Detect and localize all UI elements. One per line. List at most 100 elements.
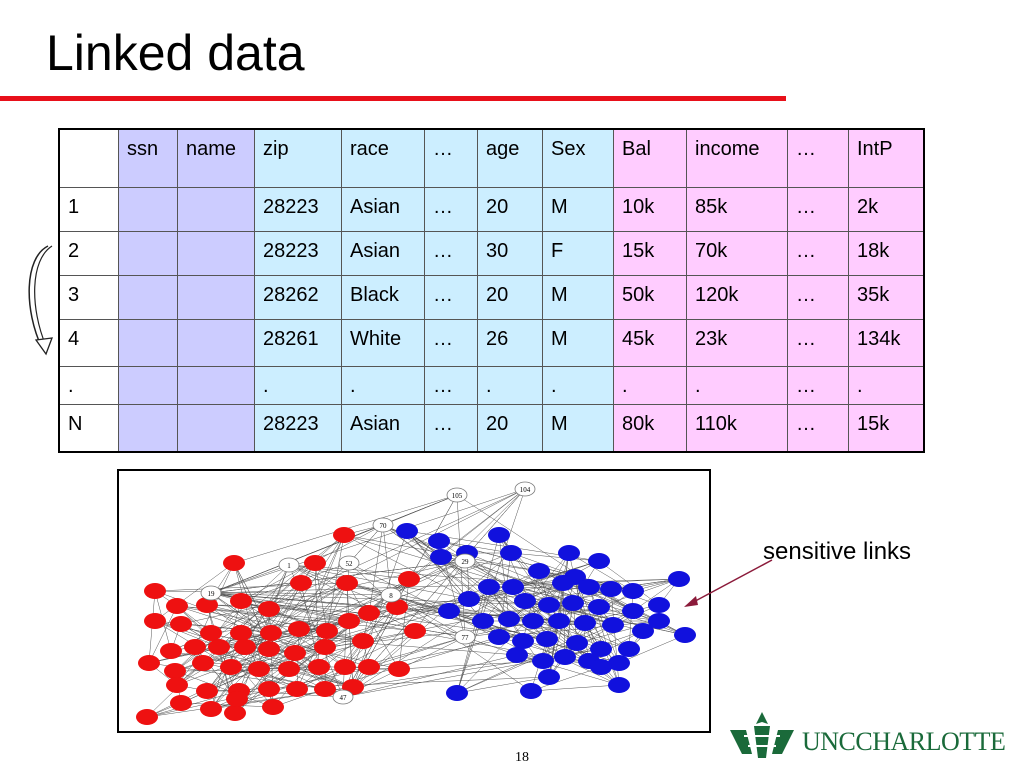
red-graph-node [220, 659, 242, 675]
table-cell: 23k [686, 319, 788, 367]
graph-edge [348, 524, 384, 564]
red-graph-node [144, 613, 166, 629]
white-graph-node [372, 517, 394, 533]
graph-edge [174, 670, 274, 708]
table-cell: 3 [58, 275, 119, 320]
blue-graph-node [554, 649, 576, 665]
table-cell [177, 404, 255, 453]
table-cell [118, 275, 178, 320]
white-graph-node [338, 555, 360, 571]
graph-edge [398, 578, 410, 670]
red-graph-node [248, 661, 270, 677]
table-row: 1 28223 Asian … 20 M 10k 85k … 2k [58, 187, 925, 232]
table-cell: 15k [613, 231, 687, 276]
red-graph-node [170, 616, 192, 632]
table-cell: 2k [848, 187, 925, 232]
red-graph-node [136, 709, 158, 725]
table-cell: 20 [477, 187, 543, 232]
graph-edge [288, 564, 590, 588]
red-graph-node [314, 681, 336, 697]
header-cell: name [177, 128, 255, 188]
table-cell: … [424, 404, 478, 453]
blue-graph-node [574, 615, 596, 631]
blue-graph-node [506, 647, 528, 663]
table-cell [177, 319, 255, 367]
graph-edge [210, 488, 526, 594]
red-graph-node [404, 623, 426, 639]
white-graph-node [446, 487, 468, 503]
header-cell: … [787, 128, 849, 188]
network-graph-canvas: 105 104 70 52 1 19 8 29 77 47 [136, 481, 696, 725]
header-cell: IntP [848, 128, 925, 188]
red-graph-node [164, 663, 186, 679]
graph-edge [210, 578, 680, 594]
table-cell: 26 [477, 319, 543, 367]
graph-edge [440, 556, 510, 620]
graph-edge [230, 666, 326, 690]
graph-edge [352, 606, 398, 688]
table-row: . . . … . . . . … . [58, 366, 925, 405]
red-graph-node [192, 655, 214, 671]
blue-graph-node [558, 545, 580, 561]
table-cell [177, 366, 255, 405]
table-cell: . [686, 366, 788, 405]
red-graph-node [224, 705, 246, 721]
page-title: Linked data [46, 25, 305, 81]
table-cell: 20 [477, 404, 543, 453]
blue-graph-node [600, 581, 622, 597]
white-graph-node [454, 553, 476, 569]
red-graph-node [166, 598, 188, 614]
graph-edge [258, 560, 600, 670]
graph-edge [382, 524, 442, 558]
blue-graph-node [668, 571, 690, 587]
graph-edge [148, 605, 178, 664]
red-graph-node [338, 613, 360, 629]
table-cell: 28223 [254, 187, 342, 232]
graph-node-label: 1 [287, 562, 291, 570]
graph-node-label: 47 [340, 694, 348, 702]
red-graph-node [226, 691, 248, 707]
blue-graph-node [512, 633, 534, 649]
blue-graph-node [648, 613, 670, 629]
table-cell: 120k [686, 275, 788, 320]
graph-edge [368, 636, 466, 668]
red-graph-node [234, 639, 256, 655]
blue-graph-node [528, 563, 550, 579]
graph-edge [396, 598, 470, 608]
red-graph-node [258, 681, 280, 697]
graph-edge [206, 578, 410, 692]
graph-edge [390, 594, 620, 664]
graph-edge [176, 600, 242, 686]
graph-edge [390, 552, 468, 596]
red-graph-node [258, 601, 280, 617]
table-row: 2 28223 Asian … 30 F 15k 70k … 18k [58, 231, 925, 276]
graph-edge [456, 604, 660, 694]
blue-graph-node [478, 579, 500, 595]
white-graph-node [278, 557, 300, 573]
graph-edge [288, 564, 466, 638]
graph-edge [288, 564, 470, 600]
graph-edge [532, 552, 570, 622]
table-cell: … [787, 404, 849, 453]
blue-graph-node [622, 583, 644, 599]
graph-node-label: 52 [346, 560, 354, 568]
curved-arrow-icon [28, 245, 53, 356]
header-cell: Bal [613, 128, 687, 188]
graph-edge [512, 586, 600, 608]
blue-graph-node [522, 613, 544, 629]
red-graph-node [388, 661, 410, 677]
table-row: 3 28262 Black … 20 M 50k 120k … 35k [58, 275, 925, 320]
table-cell: … [787, 366, 849, 405]
graph-edge [146, 690, 240, 718]
table-cell [118, 404, 178, 453]
blue-graph-node [488, 527, 510, 543]
table-cell: … [424, 187, 478, 232]
table-cell [177, 187, 255, 232]
blue-graph-node [538, 669, 560, 685]
red-graph-node [230, 593, 252, 609]
graph-edge [568, 552, 634, 592]
table-cell [118, 231, 178, 276]
blue-graph-node [446, 685, 468, 701]
sensitive-links-label: sensitive links [763, 538, 912, 565]
graph-edge [154, 620, 220, 648]
